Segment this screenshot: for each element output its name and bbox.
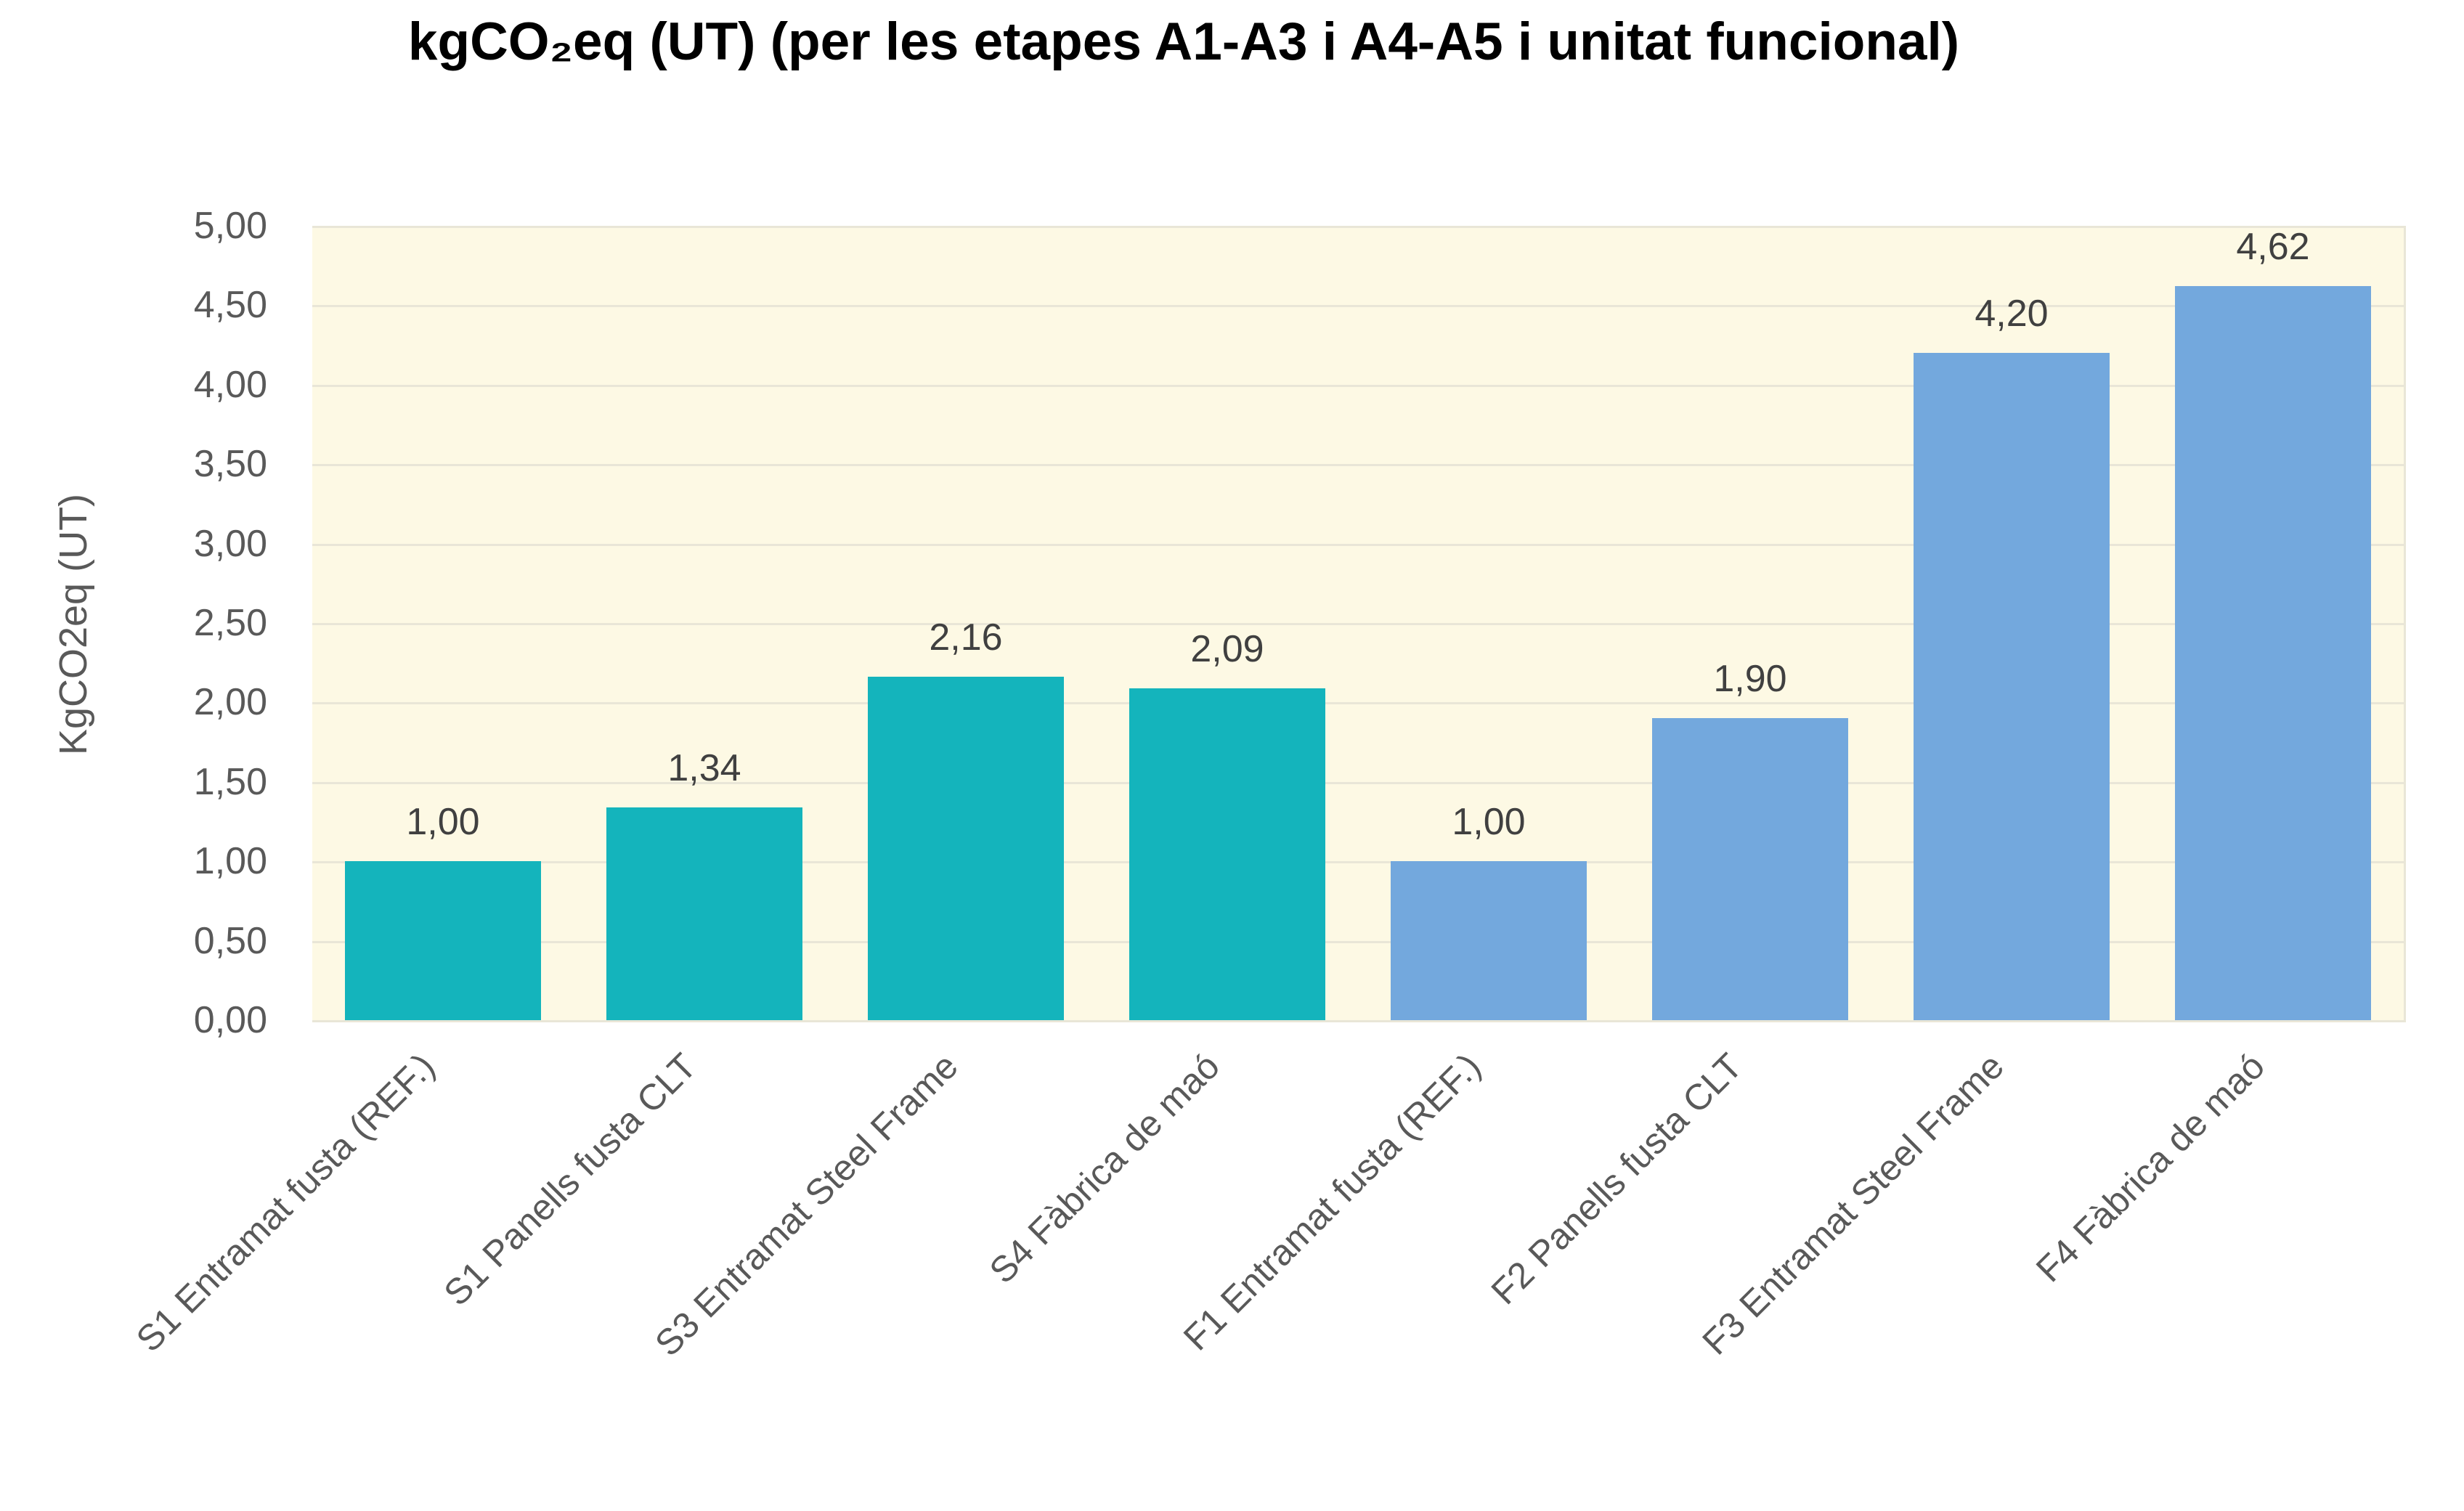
x-tick-label: S1 Entramat fusta (REF.): [129, 1046, 443, 1360]
gridline: [312, 940, 2404, 943]
bar: [2175, 286, 2371, 1020]
gridline: [312, 781, 2404, 784]
y-tick-label: 0,00: [193, 999, 267, 1041]
y-tick-label: 3,50: [193, 443, 267, 486]
x-tick-label: F4 Fàbrica de maó: [2028, 1046, 2273, 1290]
bar-value-label: 1,00: [406, 801, 480, 844]
x-tick-label: F2 Panells fusta CLT: [1483, 1046, 1750, 1313]
x-tick-label: F3 Entramat Steel Frame: [1694, 1046, 2012, 1363]
bar-value-label: 1,00: [1452, 801, 1526, 844]
bar: [1914, 353, 2110, 1020]
x-tick-label: S3 Entramat Steel Frame: [647, 1046, 966, 1364]
y-tick-label: 1,50: [193, 760, 267, 803]
gridline: [312, 623, 2404, 625]
gridline: [312, 702, 2404, 705]
y-tick-label: 2,50: [193, 602, 267, 644]
gridline: [312, 464, 2404, 467]
bar-value-label: 1,90: [1713, 658, 1787, 701]
bar: [1652, 718, 1848, 1020]
gridline: [312, 384, 2404, 387]
bar: [868, 677, 1064, 1020]
y-tick-label: 4,50: [193, 284, 267, 327]
bar: [1129, 688, 1325, 1020]
y-tick-label: 1,00: [193, 840, 267, 883]
x-tick-label: S4 Fàbrica de maó: [981, 1046, 1227, 1292]
y-tick-label: 3,00: [193, 522, 267, 565]
bar-value-label: 2,16: [929, 616, 1003, 659]
y-tick-label: 2,00: [193, 681, 267, 724]
gridline: [312, 1020, 2404, 1022]
gridline: [312, 861, 2404, 864]
gridline: [312, 543, 2404, 546]
y-tick-label: 4,00: [193, 363, 267, 406]
plot-area: [312, 226, 2406, 1022]
chart-title: kgCO₂eq (UT) (per les etapes A1-A3 i A4-…: [407, 12, 1960, 71]
y-tick-label: 0,50: [193, 919, 267, 962]
y-tick-label: 5,00: [193, 205, 267, 247]
gridline: [312, 226, 2404, 228]
bar: [345, 861, 541, 1020]
bar-value-label: 4,62: [2236, 226, 2310, 269]
bar-value-label: 4,20: [1975, 293, 2049, 335]
x-tick-label: F1 Entramat fusta (REF.): [1176, 1046, 1489, 1359]
x-tick-label: S1 Panells fusta CLT: [436, 1046, 704, 1314]
bar-value-label: 1,34: [667, 746, 741, 789]
bar: [606, 807, 802, 1020]
bar: [1391, 861, 1587, 1020]
bar-value-label: 2,09: [1190, 627, 1264, 670]
gridline: [312, 305, 2404, 308]
